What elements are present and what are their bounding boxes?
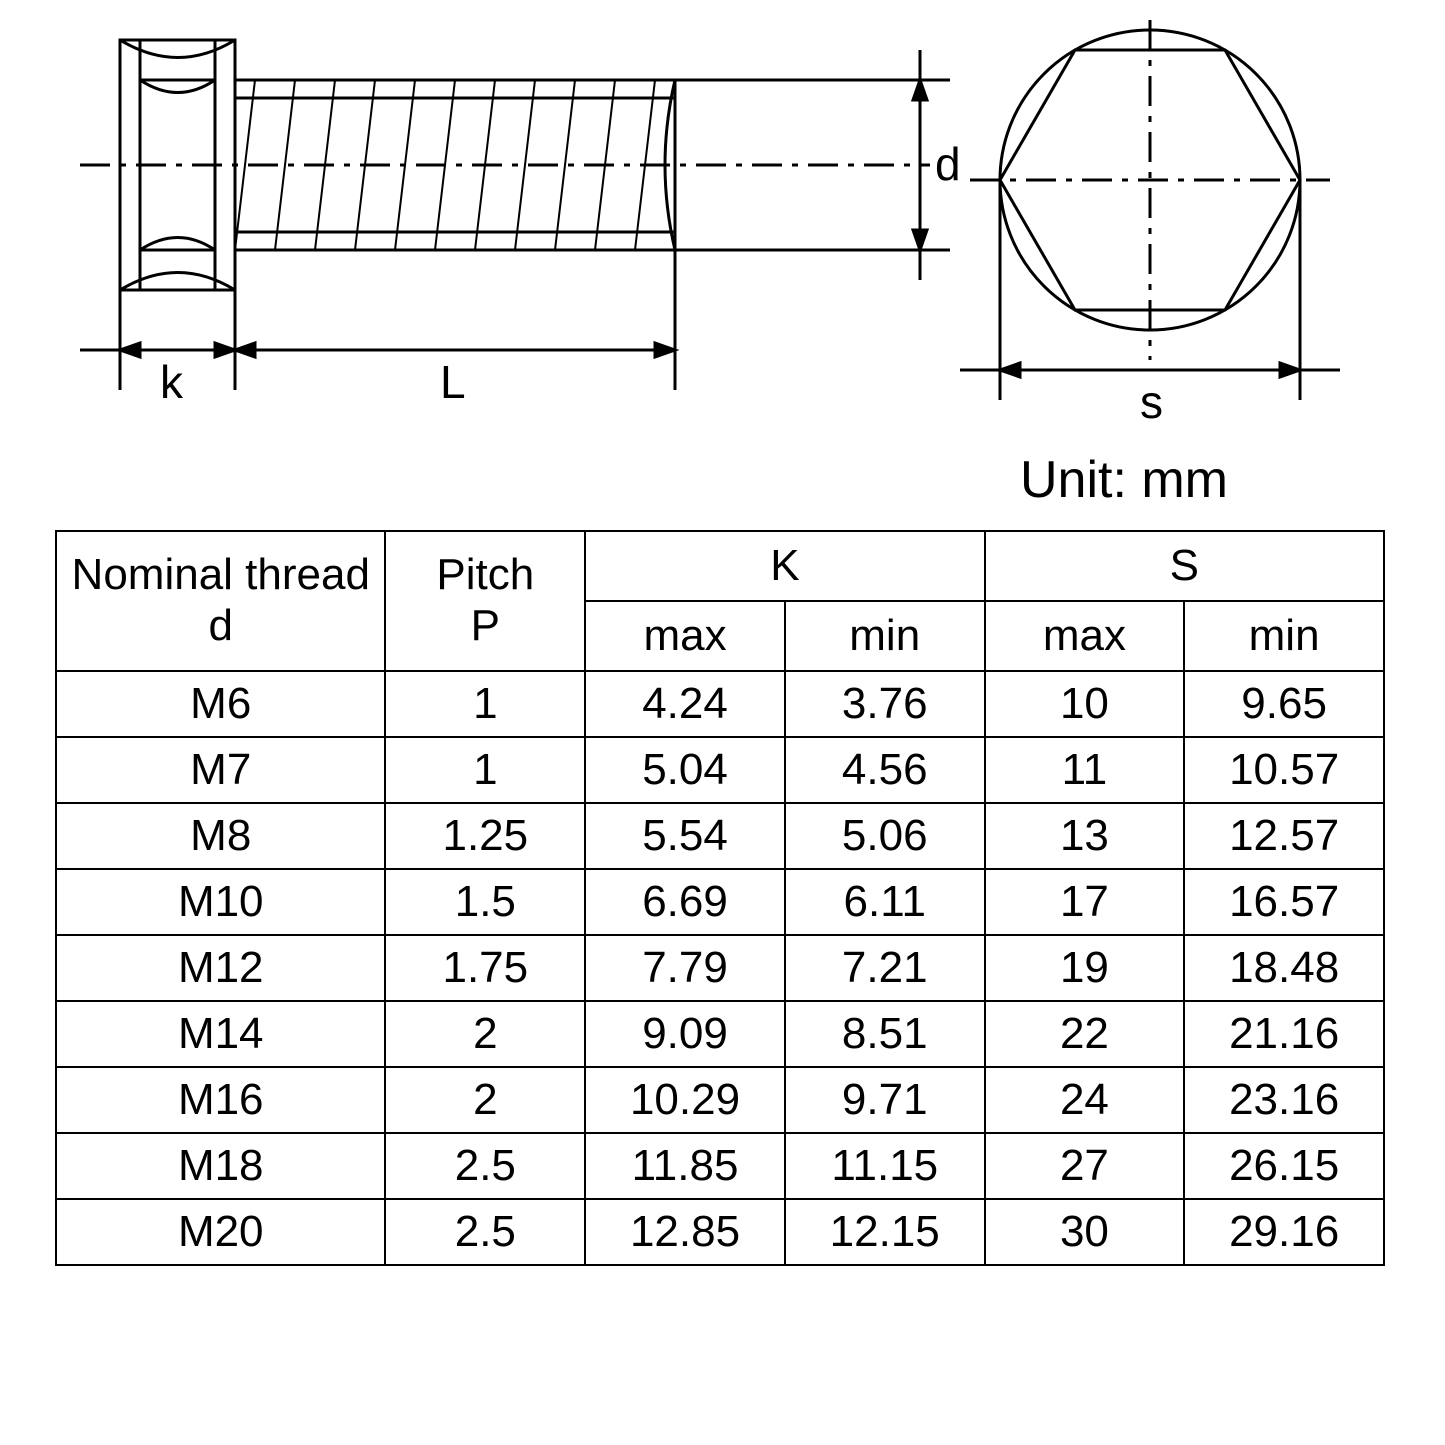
cell-smin: 12.57 — [1184, 803, 1384, 869]
label-L: L — [440, 356, 466, 408]
cell-smin: 16.57 — [1184, 869, 1384, 935]
table-row: M121.757.797.211918.48 — [56, 935, 1384, 1001]
cell-p: 1.75 — [385, 935, 585, 1001]
cell-kmin: 9.71 — [785, 1067, 985, 1133]
table-row: M202.512.8512.153029.16 — [56, 1199, 1384, 1265]
cell-kmin: 3.76 — [785, 671, 985, 737]
cell-smax: 27 — [985, 1133, 1185, 1199]
header-K: K — [585, 531, 984, 601]
cell-p: 2 — [385, 1001, 585, 1067]
cell-kmax: 5.04 — [585, 737, 785, 803]
unit-label: Unit: mm — [1020, 450, 1228, 510]
cell-smax: 30 — [985, 1199, 1185, 1265]
cell-kmin: 11.15 — [785, 1133, 985, 1199]
cell-kmax: 11.85 — [585, 1133, 785, 1199]
cell-kmax: 12.85 — [585, 1199, 785, 1265]
cell-p: 1 — [385, 671, 585, 737]
cell-kmax: 9.09 — [585, 1001, 785, 1067]
cell-d: M10 — [56, 869, 385, 935]
cell-smax: 17 — [985, 869, 1185, 935]
cell-d: M16 — [56, 1067, 385, 1133]
cell-kmin: 4.56 — [785, 737, 985, 803]
cell-smax: 10 — [985, 671, 1185, 737]
cell-smax: 11 — [985, 737, 1185, 803]
cell-d: M7 — [56, 737, 385, 803]
cell-d: M6 — [56, 671, 385, 737]
cell-p: 2.5 — [385, 1199, 585, 1265]
cell-smin: 10.57 — [1184, 737, 1384, 803]
cell-p: 2.5 — [385, 1133, 585, 1199]
cell-kmax: 4.24 — [585, 671, 785, 737]
cell-d: M14 — [56, 1001, 385, 1067]
cell-smin: 23.16 — [1184, 1067, 1384, 1133]
cell-kmin: 5.06 — [785, 803, 985, 869]
cell-p: 1 — [385, 737, 585, 803]
cell-smax: 22 — [985, 1001, 1185, 1067]
cell-kmin: 8.51 — [785, 1001, 985, 1067]
table-row: M182.511.8511.152726.15 — [56, 1133, 1384, 1199]
cell-d: M20 — [56, 1199, 385, 1265]
cell-smax: 24 — [985, 1067, 1185, 1133]
table-row: M81.255.545.061312.57 — [56, 803, 1384, 869]
table-row: M614.243.76109.65 — [56, 671, 1384, 737]
cell-kmax: 7.79 — [585, 935, 785, 1001]
cell-kmin: 12.15 — [785, 1199, 985, 1265]
cell-kmax: 6.69 — [585, 869, 785, 935]
spec-table: Nominal thread d Pitch P K S max min max… — [55, 530, 1385, 1266]
cell-kmin: 7.21 — [785, 935, 985, 1001]
header-K-max: max — [585, 601, 785, 671]
label-d: d — [935, 138, 961, 190]
label-s: s — [1140, 376, 1163, 428]
cell-smin: 26.15 — [1184, 1133, 1384, 1199]
cell-p: 1.25 — [385, 803, 585, 869]
cell-p: 1.5 — [385, 869, 585, 935]
header-S: S — [985, 531, 1384, 601]
cell-smax: 13 — [985, 803, 1185, 869]
bolt-diagram: k L d s — [60, 20, 1380, 440]
table-row: M101.56.696.111716.57 — [56, 869, 1384, 935]
cell-kmax: 10.29 — [585, 1067, 785, 1133]
header-pitch: Pitch P — [385, 531, 585, 671]
cell-smin: 9.65 — [1184, 671, 1384, 737]
cell-d: M18 — [56, 1133, 385, 1199]
cell-d: M8 — [56, 803, 385, 869]
cell-p: 2 — [385, 1067, 585, 1133]
table-row: M715.044.561110.57 — [56, 737, 1384, 803]
cell-kmax: 5.54 — [585, 803, 785, 869]
table-row: M16210.299.712423.16 — [56, 1067, 1384, 1133]
cell-smin: 29.16 — [1184, 1199, 1384, 1265]
header-K-min: min — [785, 601, 985, 671]
cell-d: M12 — [56, 935, 385, 1001]
cell-smin: 18.48 — [1184, 935, 1384, 1001]
label-k: k — [160, 356, 184, 408]
header-S-max: max — [985, 601, 1185, 671]
table-row: M1429.098.512221.16 — [56, 1001, 1384, 1067]
cell-smax: 19 — [985, 935, 1185, 1001]
cell-smin: 21.16 — [1184, 1001, 1384, 1067]
header-S-min: min — [1184, 601, 1384, 671]
cell-kmin: 6.11 — [785, 869, 985, 935]
header-nominal: Nominal thread d — [56, 531, 385, 671]
